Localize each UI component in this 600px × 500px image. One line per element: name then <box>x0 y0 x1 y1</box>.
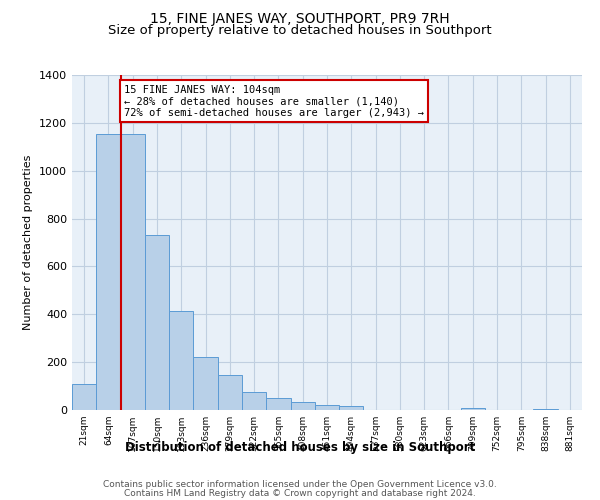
Bar <box>96 134 121 410</box>
Y-axis label: Number of detached properties: Number of detached properties <box>23 155 34 330</box>
Text: Size of property relative to detached houses in Southport: Size of property relative to detached ho… <box>108 24 492 37</box>
Bar <box>315 405 339 410</box>
Text: Distribution of detached houses by size in Southport: Distribution of detached houses by size … <box>125 441 475 454</box>
Text: Contains HM Land Registry data © Crown copyright and database right 2024.: Contains HM Land Registry data © Crown c… <box>124 488 476 498</box>
Bar <box>145 236 169 410</box>
Bar <box>218 374 242 410</box>
Bar <box>193 358 218 410</box>
Bar <box>266 398 290 410</box>
Bar <box>461 408 485 410</box>
Bar <box>121 134 145 410</box>
Bar <box>169 310 193 410</box>
Bar <box>242 392 266 410</box>
Text: Contains public sector information licensed under the Open Government Licence v3: Contains public sector information licen… <box>103 480 497 489</box>
Bar <box>533 409 558 410</box>
Bar <box>290 402 315 410</box>
Bar <box>339 406 364 410</box>
Text: 15, FINE JANES WAY, SOUTHPORT, PR9 7RH: 15, FINE JANES WAY, SOUTHPORT, PR9 7RH <box>150 12 450 26</box>
Bar <box>72 384 96 410</box>
Text: 15 FINE JANES WAY: 104sqm
← 28% of detached houses are smaller (1,140)
72% of se: 15 FINE JANES WAY: 104sqm ← 28% of detac… <box>124 84 424 118</box>
